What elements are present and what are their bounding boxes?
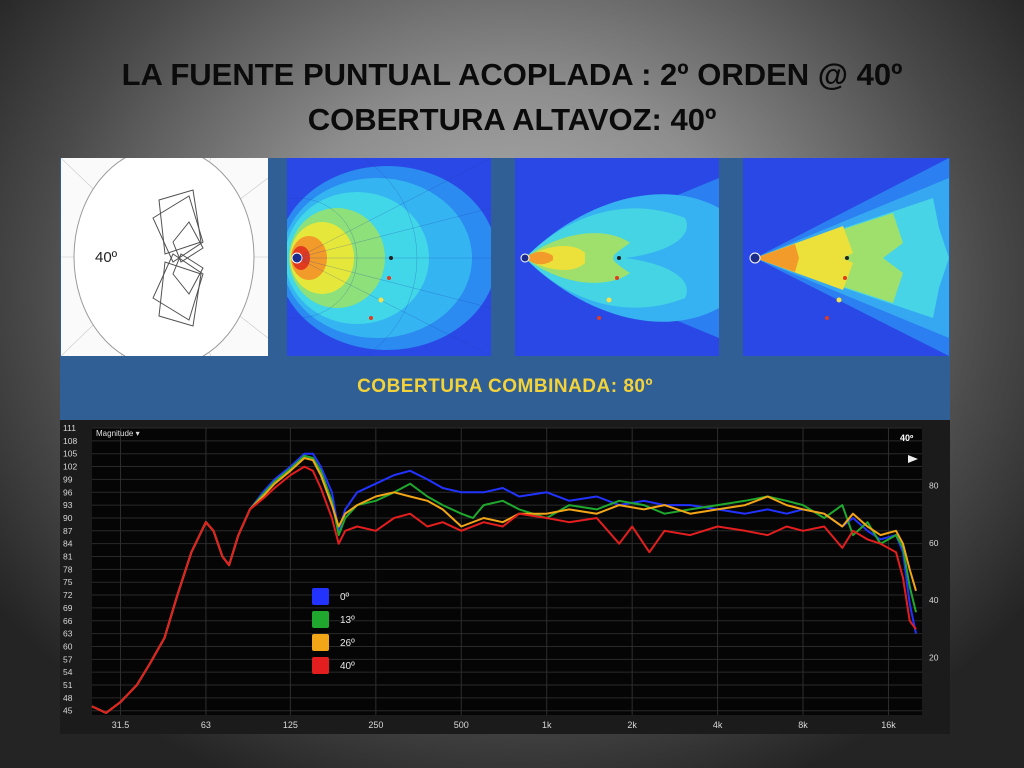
y-tick-label: 105: [63, 449, 77, 459]
coverage-panel: 40º: [60, 158, 950, 420]
y-tick-label: 93: [63, 500, 73, 510]
magnitude-dropdown-label: Magnitude ▾: [96, 429, 140, 438]
coverage-map-3: [743, 158, 949, 356]
slide-title-line2: COBERTURA ALTAVOZ: 40º: [307, 102, 717, 137]
legend-label: 0º: [340, 592, 350, 603]
y-tick-label: 51: [63, 680, 73, 690]
x-tick-label: 8k: [798, 720, 808, 730]
speaker-boxes: [152, 189, 204, 327]
frequency-response-svg: 111 108 105 102 99 96 93 90 87 84 81 78 75 72 69 66 63 60…: [63, 423, 939, 730]
y-tick-label: 84: [63, 539, 73, 549]
y-tick-label: 102: [63, 462, 77, 472]
coverage-map-2-plot: [515, 158, 719, 356]
right-axis-tick-label: 80: [929, 480, 939, 490]
y-tick-label: 78: [63, 564, 73, 574]
array-diagram: 40º: [61, 158, 268, 356]
x-tick-label: 16k: [881, 720, 896, 730]
frequency-response-chart: 111 108 105 102 99 96 93 90 87 84 81 78 75 72 69 66 63 60…: [60, 420, 950, 734]
array-diagram-drawing: 40º: [61, 158, 268, 356]
coverage-map-2: [515, 158, 719, 356]
legend-swatch: [312, 657, 329, 674]
x-tick-label: 250: [368, 720, 383, 730]
x-tick-label: 4k: [713, 720, 723, 730]
right-axis-tick-label: 60: [929, 538, 939, 548]
y-tick-label: 63: [63, 629, 73, 639]
legend-swatch: [312, 634, 329, 651]
coverage-map-1-plot: [287, 158, 491, 356]
x-tick-label: 63: [201, 720, 211, 730]
y-tick-label: 57: [63, 654, 73, 664]
y-tick-label: 60: [63, 641, 73, 651]
y-tick-label: 72: [63, 590, 73, 600]
x-tick-label: 1k: [542, 720, 552, 730]
y-tick-label: 66: [63, 616, 73, 626]
diagram-outline: [73, 158, 255, 356]
combined-coverage-label: COBERTURA COMBINADA: 80º: [357, 376, 653, 397]
y-tick-label: 81: [63, 552, 73, 562]
series-line-40º: [91, 465, 917, 714]
x-tick-label: 2k: [627, 720, 637, 730]
diagram-angle-label: 40º: [95, 249, 118, 266]
y-tick-label: 75: [63, 577, 73, 587]
y-tick-label: 48: [63, 693, 73, 703]
corner-angle-label: 40º: [900, 433, 914, 443]
y-tick-label: 90: [63, 513, 73, 523]
y-tick-label: 99: [63, 474, 73, 484]
x-tick-label: 31.5: [112, 720, 130, 730]
legend-label: 26º: [340, 638, 355, 649]
legend-label: 40º: [340, 661, 355, 672]
y-tick-label: 54: [63, 667, 73, 677]
y-tick-label: 111: [63, 423, 76, 433]
right-axis-tick-label: 40: [929, 595, 939, 605]
plot-area: [92, 428, 922, 715]
y-tick-label: 108: [63, 436, 77, 446]
y-tick-label: 96: [63, 487, 73, 497]
y-tick-label: 45: [63, 706, 73, 716]
coverage-map-3-plot: [743, 158, 949, 356]
x-tick-label: 500: [454, 720, 469, 730]
legend-swatch: [312, 588, 329, 605]
y-tick-label: 69: [63, 603, 73, 613]
right-axis-tick-label: 20: [929, 653, 939, 663]
y-tick-label: 87: [63, 526, 73, 536]
legend-label: 13º: [340, 615, 355, 626]
cursor-marker-icon: [908, 455, 918, 463]
legend-swatch: [312, 611, 329, 628]
x-tick-label: 125: [283, 720, 298, 730]
slide-title-line1: LA FUENTE PUNTUAL ACOPLADA : 2º ORDEN @ …: [121, 57, 903, 92]
coverage-map-1: [287, 158, 491, 356]
